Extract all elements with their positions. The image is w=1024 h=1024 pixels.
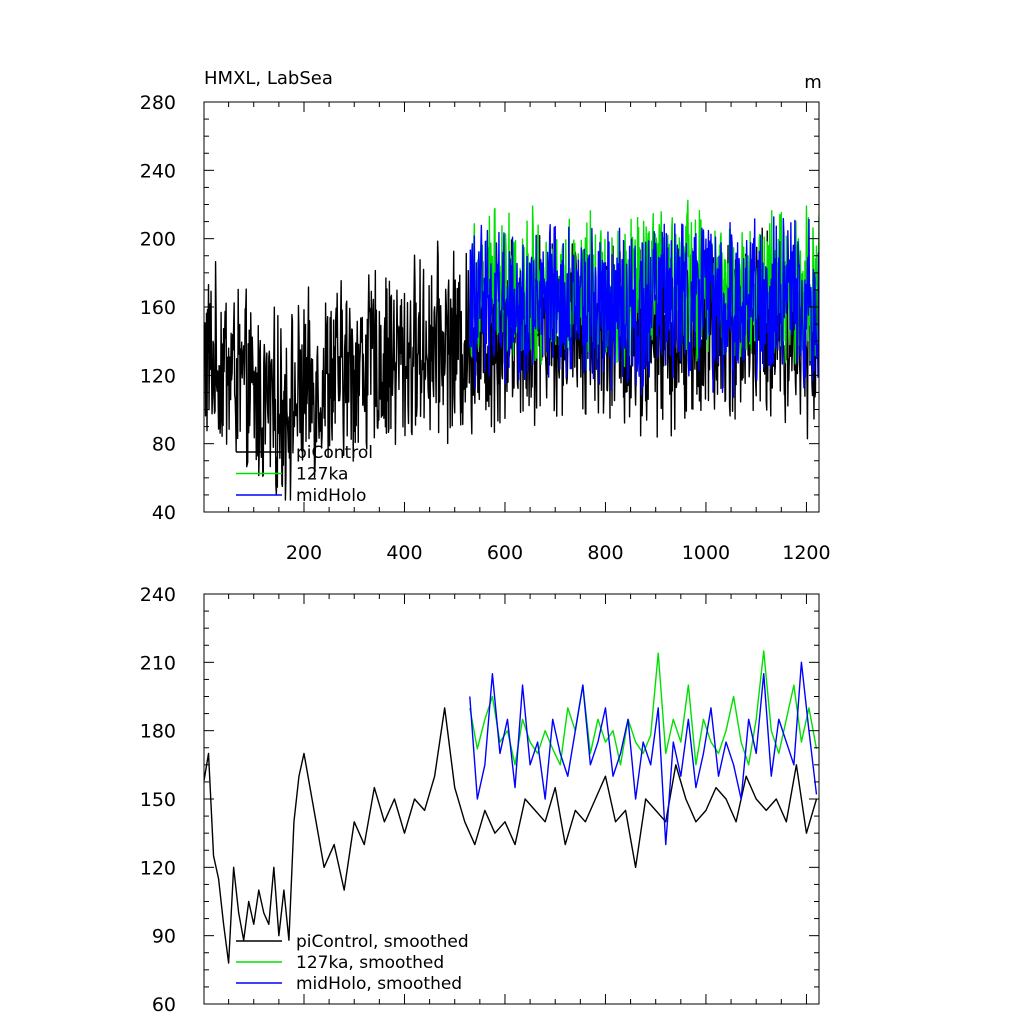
y-tick-label: 150 (140, 789, 176, 811)
y-tick-label: 210 (140, 652, 176, 674)
legend-label: 127ka, smoothed (296, 953, 444, 973)
units-label: m (804, 72, 822, 93)
legend-label: piControl, smoothed (296, 932, 469, 952)
x-tick-label: 1200 (782, 542, 830, 564)
y-tick-label: 240 (140, 160, 176, 182)
y-tick-label: 180 (140, 721, 176, 743)
chart-title: HMXL, LabSea (204, 68, 333, 89)
y-tick-label: 240 (140, 584, 176, 606)
y-tick-label: 200 (140, 229, 176, 251)
plot-area (204, 650, 818, 964)
y-tick-label: 60 (152, 994, 176, 1016)
x-tick-label: 200 (286, 542, 322, 564)
y-tick-label: 40 (152, 502, 176, 524)
top-panel-raw: 40 80 120 160 200 240 280 200 400 600 800 1000 1200 H… (140, 68, 831, 564)
y-tick-label: 90 (152, 926, 176, 948)
x-tick-label: 800 (587, 542, 623, 564)
x-tick-label: 400 (386, 542, 422, 564)
series-line-picontrol-smoothed (204, 707, 818, 964)
y-tick-label: 280 (140, 92, 176, 114)
series-line-midholo (469, 216, 819, 398)
legend-label: midHolo, smoothed (296, 974, 462, 994)
legend-label: piControl (296, 443, 373, 463)
series-line-127ka-smoothed (469, 650, 818, 766)
y-tick-label: 80 (152, 434, 176, 456)
y-tick-label: 160 (140, 297, 176, 319)
y-tick-label: 120 (140, 365, 176, 387)
bottom-panel-smoothed: 60 90 120 150 180 210 240 piControl, smoothed12… (140, 584, 820, 1016)
y-tick-label: 120 (140, 857, 176, 879)
plot-area (204, 199, 819, 501)
series-line-midholo-smoothed (469, 661, 818, 846)
legend-label: 127ka (296, 465, 348, 485)
legend-label: midHolo (296, 486, 366, 506)
x-tick-label: 600 (487, 542, 523, 564)
x-tick-label: 1000 (682, 542, 730, 564)
